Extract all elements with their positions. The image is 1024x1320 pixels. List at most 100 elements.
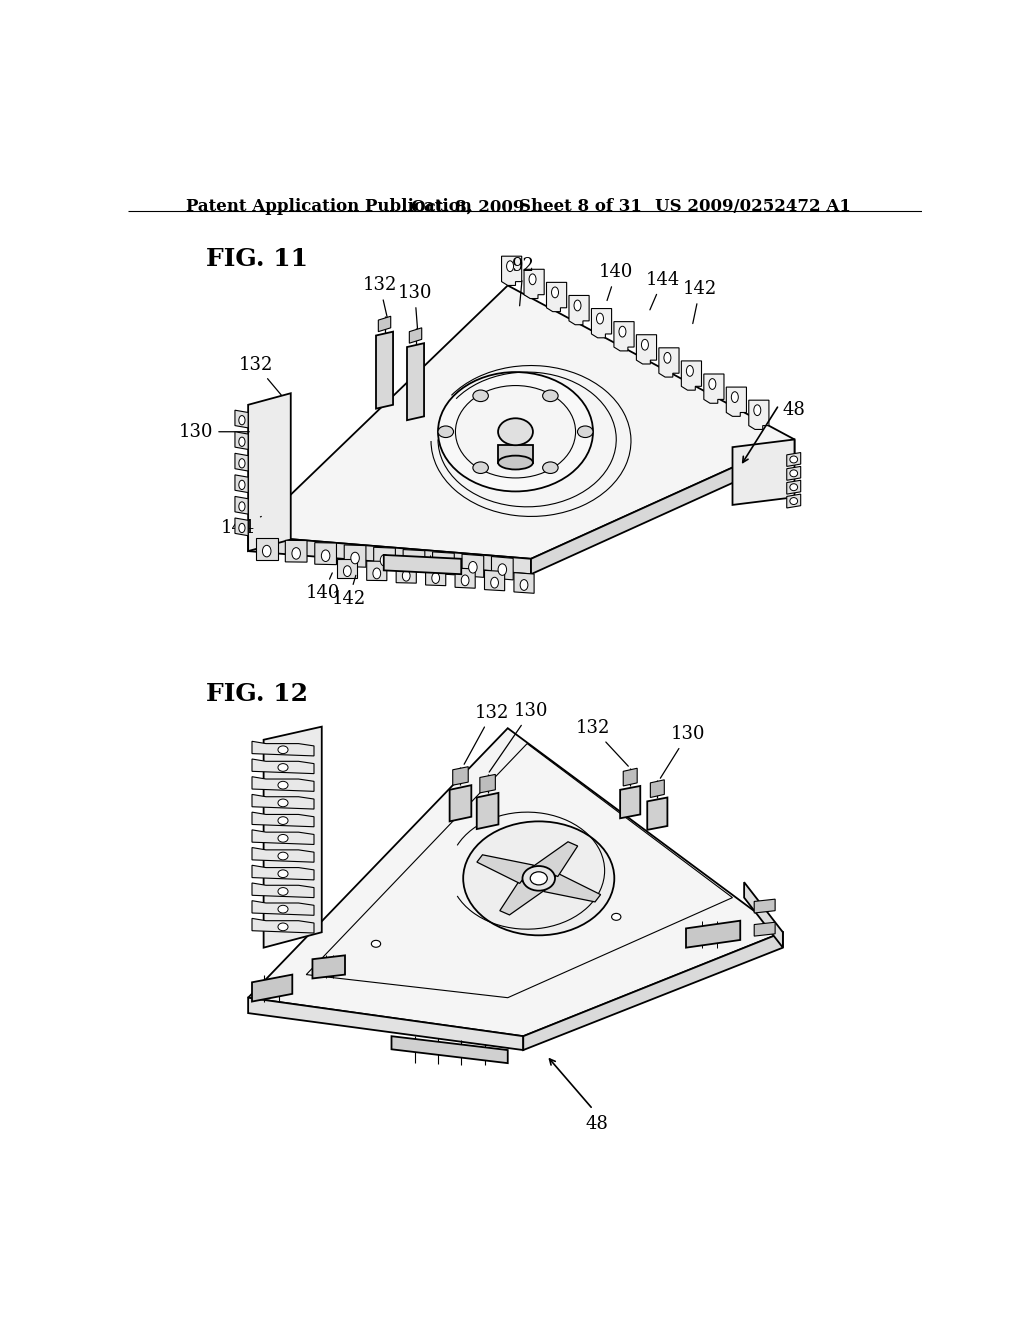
- Polygon shape: [658, 348, 679, 378]
- Polygon shape: [514, 573, 535, 593]
- Ellipse shape: [239, 502, 245, 511]
- Polygon shape: [480, 775, 496, 793]
- Polygon shape: [624, 768, 637, 785]
- Ellipse shape: [498, 418, 532, 445]
- Polygon shape: [384, 554, 461, 574]
- Polygon shape: [636, 335, 656, 364]
- Polygon shape: [234, 411, 248, 428]
- Polygon shape: [252, 847, 314, 862]
- Text: 130: 130: [660, 726, 705, 779]
- Polygon shape: [686, 921, 740, 948]
- Ellipse shape: [278, 817, 288, 825]
- Polygon shape: [614, 322, 634, 351]
- Polygon shape: [650, 780, 665, 797]
- Polygon shape: [312, 956, 345, 978]
- Polygon shape: [531, 440, 795, 574]
- Ellipse shape: [790, 498, 798, 504]
- Polygon shape: [337, 558, 357, 578]
- Polygon shape: [432, 552, 455, 574]
- Polygon shape: [252, 759, 314, 774]
- Polygon shape: [410, 327, 422, 343]
- Polygon shape: [252, 883, 314, 898]
- Polygon shape: [755, 923, 775, 936]
- Polygon shape: [252, 900, 314, 915]
- Polygon shape: [248, 393, 291, 552]
- Ellipse shape: [520, 579, 528, 590]
- Polygon shape: [252, 830, 314, 845]
- Text: 48: 48: [586, 1114, 608, 1133]
- Polygon shape: [252, 795, 314, 809]
- Polygon shape: [462, 554, 483, 577]
- Text: 140: 140: [306, 573, 341, 602]
- Text: 132: 132: [362, 276, 397, 326]
- Polygon shape: [547, 282, 566, 312]
- Polygon shape: [621, 785, 640, 818]
- Polygon shape: [286, 540, 307, 562]
- Text: 132: 132: [464, 704, 509, 764]
- Ellipse shape: [790, 455, 798, 463]
- Ellipse shape: [731, 392, 738, 403]
- Text: 130: 130: [397, 284, 432, 341]
- Polygon shape: [592, 309, 611, 338]
- Polygon shape: [396, 564, 417, 583]
- Ellipse shape: [686, 366, 693, 376]
- Ellipse shape: [498, 455, 532, 470]
- Polygon shape: [248, 536, 531, 574]
- Text: 48: 48: [783, 401, 806, 418]
- Polygon shape: [252, 776, 314, 792]
- Polygon shape: [744, 882, 783, 948]
- Polygon shape: [477, 793, 499, 829]
- Ellipse shape: [790, 483, 798, 491]
- Text: 140: 140: [599, 264, 634, 301]
- Ellipse shape: [380, 554, 389, 566]
- Polygon shape: [786, 466, 801, 480]
- Polygon shape: [534, 842, 578, 876]
- Ellipse shape: [552, 286, 558, 298]
- Ellipse shape: [597, 313, 603, 323]
- Polygon shape: [426, 566, 445, 586]
- Ellipse shape: [351, 552, 359, 564]
- Polygon shape: [786, 453, 801, 466]
- Ellipse shape: [438, 372, 593, 491]
- Polygon shape: [248, 729, 783, 1036]
- Polygon shape: [786, 480, 801, 494]
- Ellipse shape: [469, 561, 477, 573]
- Text: 144: 144: [645, 271, 680, 310]
- Ellipse shape: [664, 352, 671, 363]
- Ellipse shape: [278, 834, 288, 842]
- Ellipse shape: [709, 379, 716, 389]
- Polygon shape: [378, 317, 391, 331]
- Polygon shape: [450, 785, 471, 821]
- Ellipse shape: [578, 426, 593, 437]
- Polygon shape: [263, 726, 322, 948]
- Polygon shape: [252, 742, 314, 756]
- Ellipse shape: [239, 459, 245, 469]
- Ellipse shape: [543, 389, 558, 401]
- Ellipse shape: [292, 548, 300, 560]
- Polygon shape: [455, 568, 475, 589]
- Ellipse shape: [278, 923, 288, 931]
- Text: 130: 130: [179, 422, 249, 441]
- Polygon shape: [524, 269, 544, 298]
- Ellipse shape: [530, 871, 547, 884]
- Polygon shape: [234, 432, 248, 449]
- Polygon shape: [732, 440, 795, 506]
- Polygon shape: [314, 543, 337, 565]
- Polygon shape: [391, 1036, 508, 1063]
- Ellipse shape: [611, 913, 621, 920]
- Polygon shape: [703, 374, 724, 404]
- Ellipse shape: [463, 821, 614, 936]
- Polygon shape: [344, 545, 366, 568]
- Ellipse shape: [754, 405, 761, 416]
- Ellipse shape: [372, 940, 381, 948]
- Polygon shape: [234, 475, 248, 492]
- Polygon shape: [484, 570, 505, 591]
- Ellipse shape: [239, 480, 245, 490]
- Ellipse shape: [278, 853, 288, 859]
- Ellipse shape: [790, 470, 798, 477]
- Ellipse shape: [438, 426, 454, 437]
- Polygon shape: [492, 557, 513, 579]
- Polygon shape: [374, 548, 395, 570]
- Text: 92: 92: [512, 257, 535, 306]
- Polygon shape: [407, 343, 424, 420]
